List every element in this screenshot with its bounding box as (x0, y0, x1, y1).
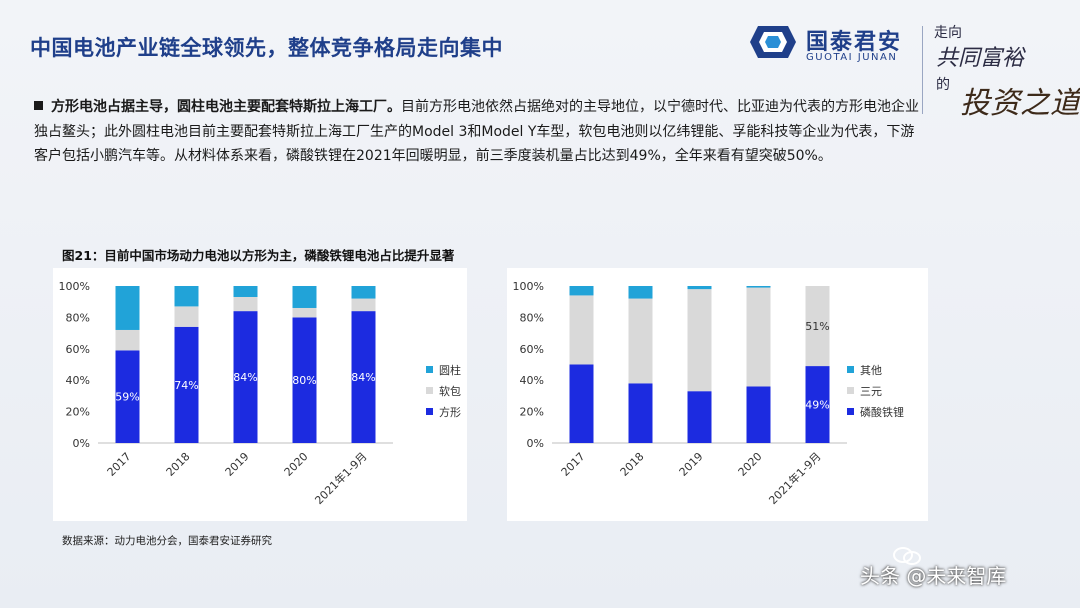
y-tick-label: 0% (73, 437, 90, 450)
bar-segment (115, 329, 140, 351)
bar-segment (746, 386, 771, 443)
logo-text-cn: 国泰君安 (806, 30, 903, 55)
slogan-line-3: 的 (936, 77, 950, 93)
x-tick-label: 2017 (559, 450, 588, 479)
legend-label: 圆柱 (439, 363, 461, 377)
bar-segment (292, 317, 317, 443)
y-tick-label: 60% (66, 343, 90, 356)
wechat-icon (893, 547, 921, 565)
figure-title: 图21：目前中国市场动力电池以方形为主，磷酸铁锂电池占比提升显著 (62, 248, 455, 263)
y-tick-label: 20% (520, 406, 544, 419)
bar-segment (687, 286, 712, 290)
y-tick-label: 60% (520, 343, 544, 356)
x-tick-label: 2021年1-9月 (312, 449, 370, 507)
x-tick-label: 2018 (164, 450, 193, 479)
data-source: 数据来源：动力电池分会，国泰君安证券研究 (62, 535, 272, 547)
bar-segment (805, 286, 830, 367)
bar-segment (805, 366, 830, 443)
data-label: 84% (351, 371, 375, 384)
bar-segment (746, 287, 771, 387)
slogan-line-4: 投资之道 (960, 86, 1080, 121)
bar-segment (233, 296, 258, 312)
y-tick-label: 0% (527, 437, 544, 450)
bar-segment (233, 286, 258, 297)
slogan-line-1: 走向 (934, 25, 962, 41)
bar-segment (746, 286, 771, 288)
bar-segment (115, 286, 140, 330)
data-label: 74% (174, 379, 198, 392)
company-logo: 国泰君安 GUOTAI JUNAN (750, 22, 910, 70)
chart-battery-form: 0% 20% 40% 60% 80% 100% 59% 2017 74% 2018 84% 2019 8… (59, 280, 461, 507)
guotai-junan-logo-icon (750, 26, 796, 58)
bar-segment (115, 350, 140, 443)
x-tick-label: 2019 (677, 450, 706, 479)
bar-segment (292, 307, 317, 318)
legend-swatch (426, 408, 433, 415)
bar-segment (687, 289, 712, 392)
legend-label: 磷酸铁锂 (860, 405, 904, 419)
bar-segment (174, 306, 199, 327)
x-tick-label: 2020 (736, 450, 765, 479)
bar-segment (628, 298, 653, 384)
body-paragraph: 方形电池占据主导，圆柱电池主要配套特斯拉上海工厂。目前方形电池依然占据绝对的主导… (34, 95, 919, 169)
body-text: 目前方形电池依然占据绝对的主导地位，以宁德时代、比亚迪为代表的方形电池企业独占鳌… (34, 99, 919, 164)
chart-panel-battery-form: 0% 20% 40% 60% 80% 100% 59% 2017 74% 2018 84% 2019 8… (53, 268, 467, 521)
body-lead: 方形电池占据主导，圆柱电池主要配套特斯拉上海工厂。 (51, 99, 401, 115)
legend-label: 三元 (860, 385, 882, 398)
data-label: 80% (292, 374, 316, 387)
x-tick-label: 2021年1-9月 (766, 449, 824, 507)
data-label: 51% (805, 320, 829, 333)
bar-segment (569, 286, 594, 296)
legend-swatch (426, 387, 433, 394)
bar-segment (628, 286, 653, 299)
legend-swatch (847, 387, 854, 394)
y-tick-label: 40% (520, 374, 544, 387)
bullet-icon (34, 101, 43, 110)
bar-segment (351, 286, 376, 299)
chart-panel-material: 0% 20% 40% 60% 80% 100% 2017 2018 2019 2020 49% 51%… (507, 268, 928, 521)
x-tick-label: 2017 (105, 450, 134, 479)
bar-segment (174, 286, 199, 307)
y-tick-label: 80% (520, 311, 544, 324)
chart-battery-material: 0% 20% 40% 60% 80% 100% 2017 2018 2019 2020 49% 51%… (513, 280, 904, 507)
x-tick-label: 2019 (223, 450, 252, 479)
data-label: 59% (115, 391, 139, 404)
legend-label: 其他 (860, 364, 882, 377)
data-label: 84% (233, 371, 257, 384)
legend-label: 软包 (439, 384, 461, 398)
x-tick-label: 2018 (618, 450, 647, 479)
slogan-line-2: 共同富裕 (936, 46, 1025, 71)
logo-text-en: GUOTAI JUNAN (806, 52, 898, 63)
y-tick-label: 40% (66, 374, 90, 387)
x-tick-label: 2020 (282, 450, 311, 479)
bar-segment (687, 391, 712, 443)
page-title: 中国电池产业链全球领先，整体竞争格局走向集中 (30, 36, 503, 60)
bar-segment (569, 295, 594, 365)
legend-label: 方形 (439, 405, 461, 419)
legend-swatch (847, 408, 854, 415)
watermark: 头条 @未来智库 (860, 564, 1007, 588)
bar-segment (569, 364, 594, 443)
header-divider (922, 26, 923, 114)
legend-swatch (426, 366, 433, 373)
bar-segment (351, 298, 376, 312)
bar-segment (292, 286, 317, 308)
slogan: 走向 共同富裕 的 投资之道 (930, 22, 1080, 122)
y-tick-label: 80% (66, 311, 90, 324)
y-tick-label: 100% (59, 280, 90, 293)
bar-segment (628, 383, 653, 443)
legend-swatch (847, 366, 854, 373)
y-tick-label: 20% (66, 406, 90, 419)
bar-segment (233, 311, 258, 443)
bar-segment (174, 326, 199, 443)
y-tick-label: 100% (513, 280, 544, 293)
data-label: 49% (805, 399, 829, 412)
bar-segment (351, 311, 376, 443)
